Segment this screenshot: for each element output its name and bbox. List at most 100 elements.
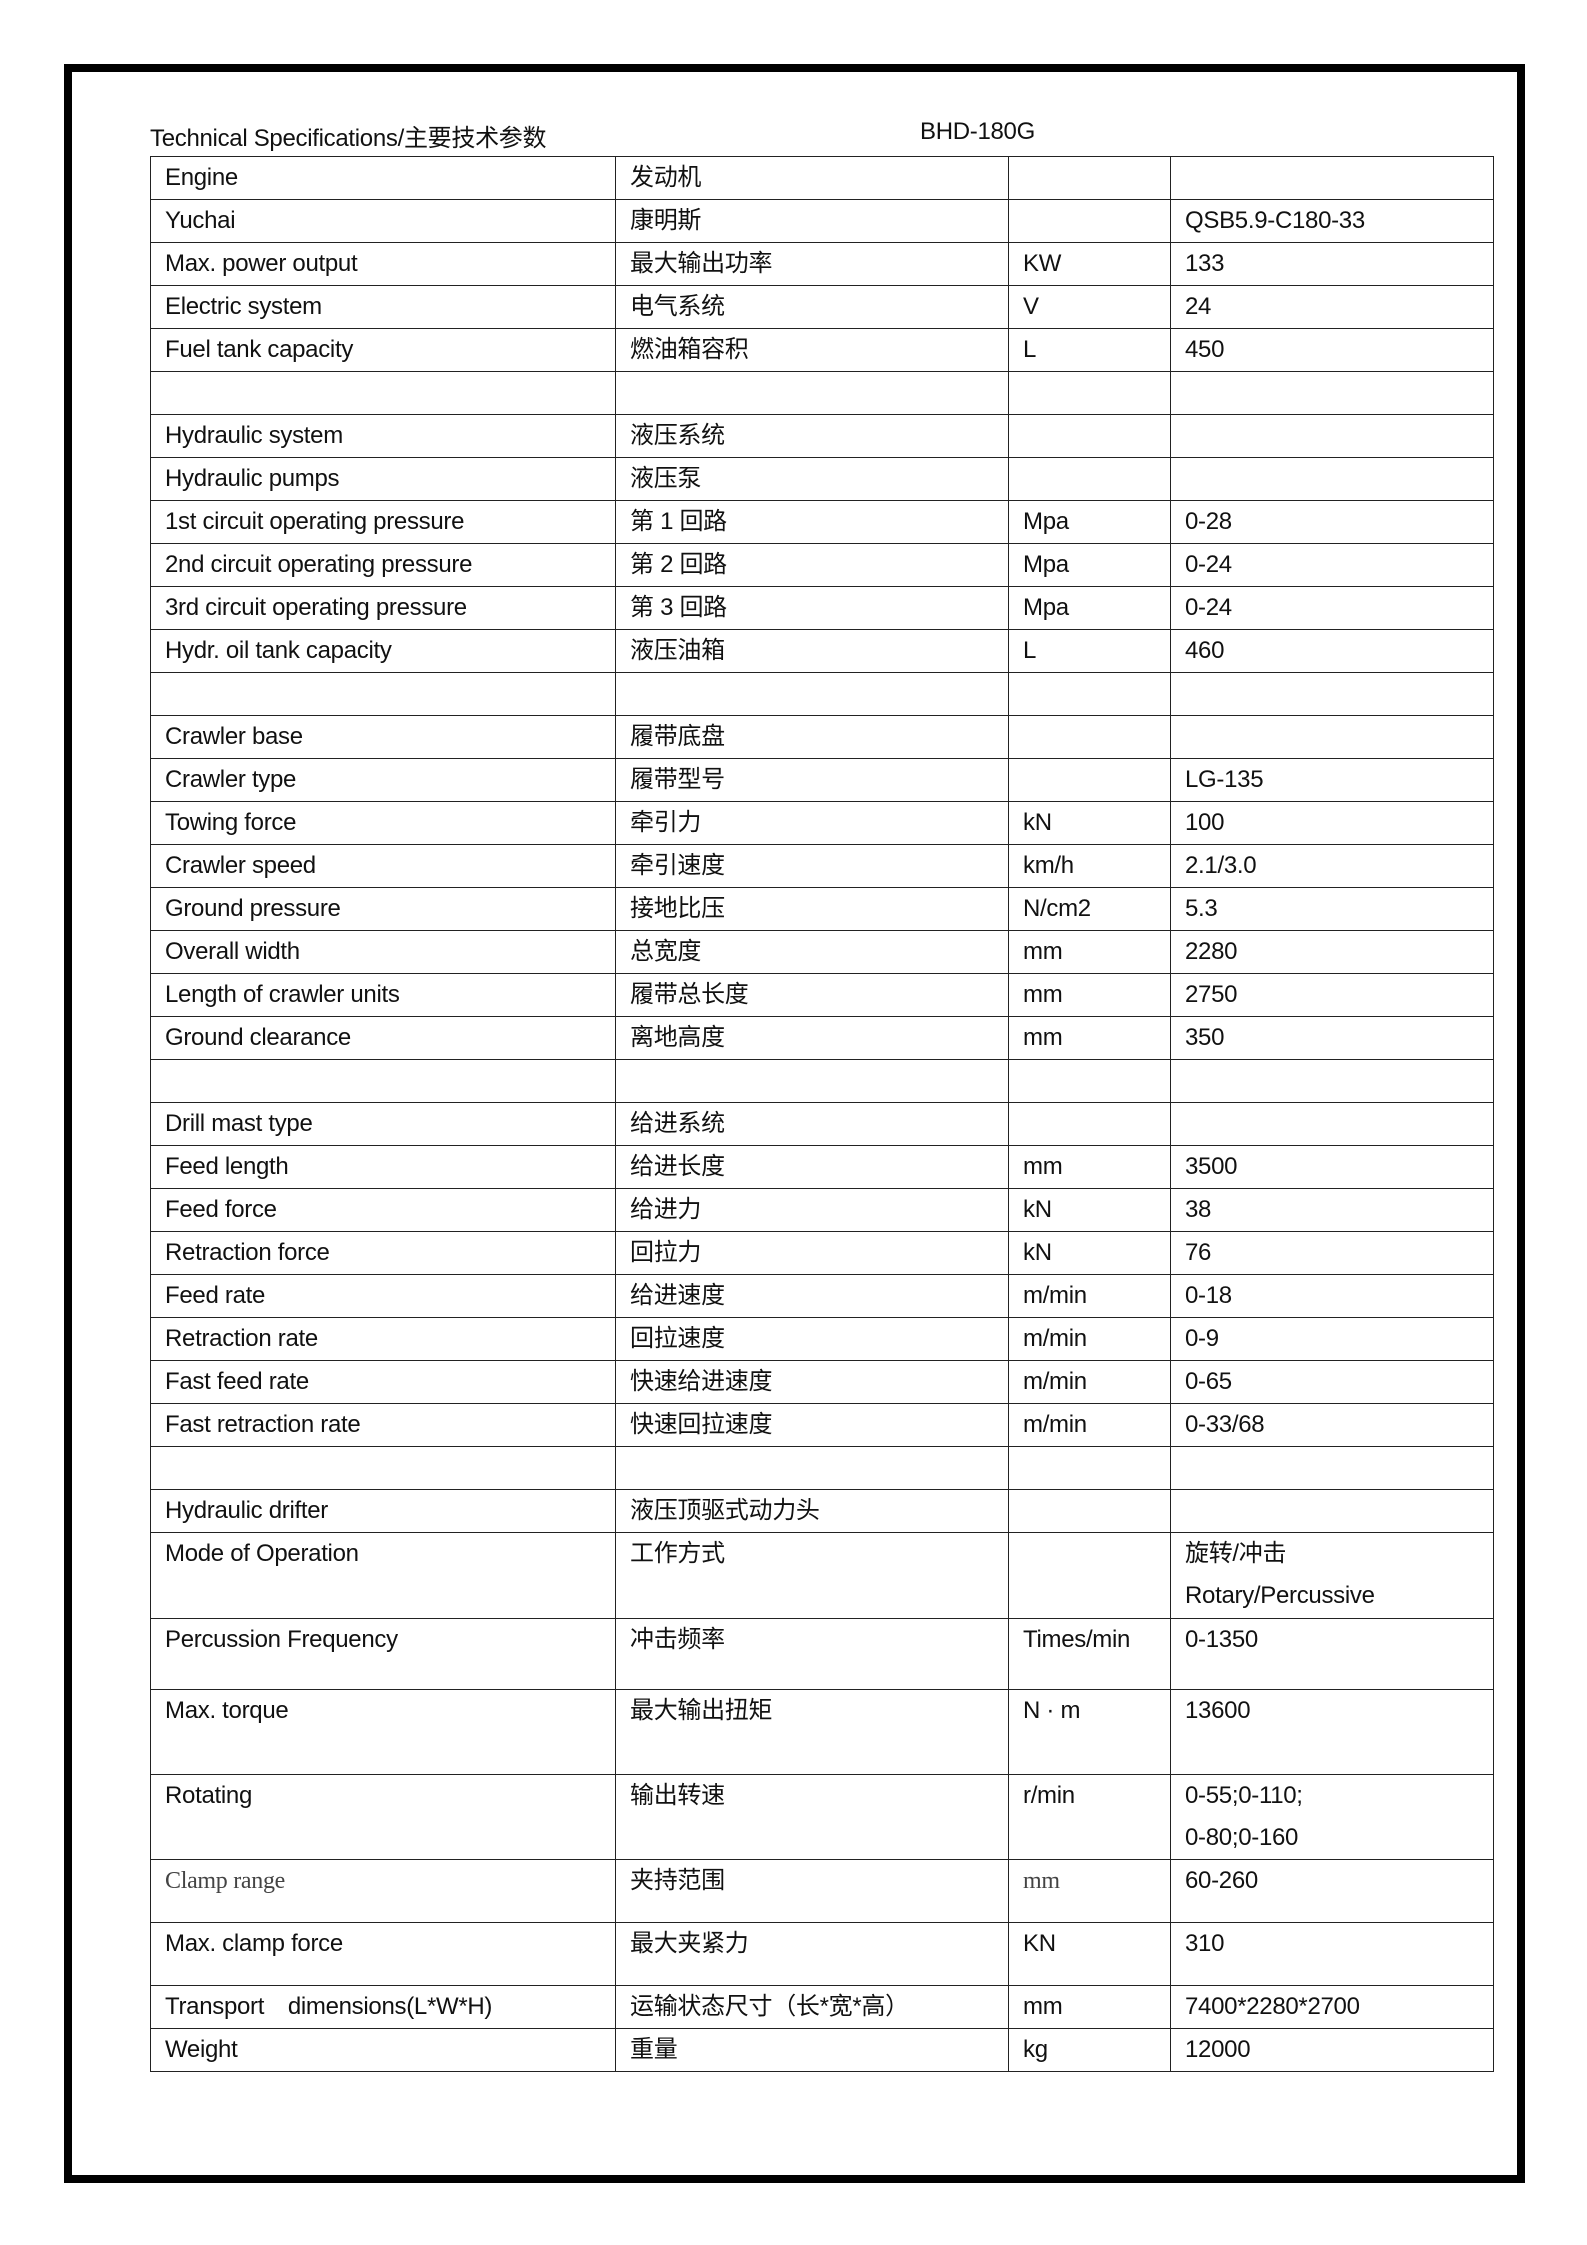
cell-unit-text: kg <box>1023 2036 1048 2063</box>
cell-en-text: Transport dimensions(L*W*H) <box>165 1993 493 2020</box>
cell-value: QSB5.9-C180-33 <box>1170 199 1494 243</box>
table-row: Fast retraction rate 快速回拉速度 m/min 0-33/68 <box>150 1403 1494 1447</box>
cell-en-text: Drill mast type <box>165 1110 313 1137</box>
cell-en: Fuel tank capacity <box>150 328 616 372</box>
cell-value: 0-33/68 <box>1170 1403 1494 1447</box>
table-row: Ground clearance 离地高度 mm 350 <box>150 1016 1494 1060</box>
cell-unit <box>1008 715 1171 759</box>
cell-en-text: 2nd circuit operating pressure <box>165 551 473 578</box>
cell-en-text: Percussion Frequency <box>165 1626 398 1653</box>
cell-en-text: Weight <box>165 2036 238 2063</box>
cell-cn: 康明斯 <box>615 199 1009 243</box>
cell-en: Crawler base <box>150 715 616 759</box>
cell-cn-text: 牵引力 <box>630 809 702 836</box>
cell-unit-text: mm <box>1023 981 1063 1008</box>
cell-en-text: 1st circuit operating pressure <box>165 508 465 535</box>
cell-cn-text: 快速给进速度 <box>630 1368 773 1395</box>
cell-value: 0-65 <box>1170 1360 1494 1404</box>
cell-unit: kN <box>1008 801 1171 845</box>
cell-cn-text: 离地高度 <box>630 1024 725 1051</box>
cell-cn: 液压油箱 <box>615 629 1009 673</box>
cell-en-text: Retraction force <box>165 1239 330 1266</box>
cell-en-text: Ground pressure <box>165 895 341 922</box>
cell-unit-text: kN <box>1023 1196 1052 1223</box>
cell-en-text: Crawler type <box>165 766 297 793</box>
cell-value: 12000 <box>1170 2028 1494 2072</box>
cell-cn-text: 发动机 <box>630 164 702 191</box>
cell-cn: 接地比压 <box>615 887 1009 931</box>
cell-value: 460 <box>1170 629 1494 673</box>
cell-unit-text: Mpa <box>1023 594 1069 621</box>
cell-cn-text: 第 1 回路 <box>630 508 727 535</box>
cell-en: Percussion Frequency <box>150 1618 616 1690</box>
cell-value-text: 0-33/68 <box>1185 1411 1265 1438</box>
cell-cn: 给进系统 <box>615 1102 1009 1146</box>
cell-en: Ground clearance <box>150 1016 616 1060</box>
cell-en: Rotating <box>150 1774 616 1860</box>
cell-en-text: Yuchai <box>165 207 236 234</box>
cell-en: Towing force <box>150 801 616 845</box>
cell-cn-text: 履带底盘 <box>630 723 725 750</box>
page-border <box>64 64 1525 2183</box>
table-row: 2nd circuit operating pressure 第 2 回路 Mpa 0… <box>150 543 1494 587</box>
cell-value-text: 2280 <box>1185 938 1238 965</box>
cell-value <box>1170 1446 1494 1490</box>
cell-en-text: Electric system <box>165 293 322 320</box>
cell-value-line2: 0-80;0-160 <box>1185 1824 1299 1851</box>
cell-en: Fast retraction rate <box>150 1403 616 1447</box>
cell-unit-text: m/min <box>1023 1325 1087 1352</box>
cell-value: 2.1/3.0 <box>1170 844 1494 888</box>
cell-value <box>1170 414 1494 458</box>
cell-en-text: Retraction rate <box>165 1325 318 1352</box>
cell-value-text: 100 <box>1185 809 1225 836</box>
table-row: Towing force 牵引力 kN 100 <box>150 801 1494 845</box>
cell-cn <box>615 371 1009 415</box>
cell-cn: 回拉力 <box>615 1231 1009 1275</box>
cell-cn <box>615 672 1009 716</box>
cell-cn-text: 给进速度 <box>630 1282 725 1309</box>
cell-cn: 牵引速度 <box>615 844 1009 888</box>
table-row: Crawler type 履带型号 LG-135 <box>150 758 1494 802</box>
cell-en: Drill mast type <box>150 1102 616 1146</box>
cell-value: 0-24 <box>1170 586 1494 630</box>
cell-unit: kN <box>1008 1231 1171 1275</box>
table-row: Weight 重量 kg 12000 <box>150 2028 1494 2072</box>
cell-cn-text: 输出转速 <box>630 1782 725 1809</box>
cell-unit-text: L <box>1023 637 1037 664</box>
cell-cn: 电气系统 <box>615 285 1009 329</box>
cell-unit: Mpa <box>1008 543 1171 587</box>
cell-cn-text: 燃油箱容积 <box>630 336 749 363</box>
cell-cn: 液压系统 <box>615 414 1009 458</box>
cell-en-text: Crawler speed <box>165 852 316 879</box>
cell-en: Max. torque <box>150 1689 616 1775</box>
cell-en: Yuchai <box>150 199 616 243</box>
cell-en-text: Fast retraction rate <box>165 1411 361 1438</box>
cell-cn: 履带型号 <box>615 758 1009 802</box>
cell-unit <box>1008 1532 1171 1619</box>
cell-unit <box>1008 1059 1171 1103</box>
cell-value: 2750 <box>1170 973 1494 1017</box>
cell-value: 13600 <box>1170 1689 1494 1775</box>
cell-cn: 冲击频率 <box>615 1618 1009 1690</box>
cell-unit: mm <box>1008 1145 1171 1189</box>
cell-value-text: 7400*2280*2700 <box>1185 1993 1360 2020</box>
cell-value: 0-9 <box>1170 1317 1494 1361</box>
cell-cn-text: 工作方式 <box>630 1540 725 1567</box>
cell-unit: KW <box>1008 242 1171 286</box>
cell-unit-text: Times/min <box>1023 1626 1131 1653</box>
cell-cn-text: 最大输出功率 <box>630 250 773 277</box>
cell-value: 310 <box>1170 1922 1494 1986</box>
cell-value: 76 <box>1170 1231 1494 1275</box>
cell-cn <box>615 1446 1009 1490</box>
table-row: Hydraulic drifter 液压顶驱式动力头 <box>150 1489 1494 1533</box>
cell-cn: 回拉速度 <box>615 1317 1009 1361</box>
cell-cn-text: 牵引速度 <box>630 852 725 879</box>
cell-en-text: 3rd circuit operating pressure <box>165 594 467 621</box>
cell-en: Feed rate <box>150 1274 616 1318</box>
table-row: Hydraulic pumps 液压泵 <box>150 457 1494 501</box>
cell-unit <box>1008 1102 1171 1146</box>
cell-cn: 工作方式 <box>615 1532 1009 1619</box>
cell-en: Transport dimensions(L*W*H) <box>150 1985 616 2029</box>
cell-value-text: 450 <box>1185 336 1225 363</box>
cell-unit: Mpa <box>1008 586 1171 630</box>
